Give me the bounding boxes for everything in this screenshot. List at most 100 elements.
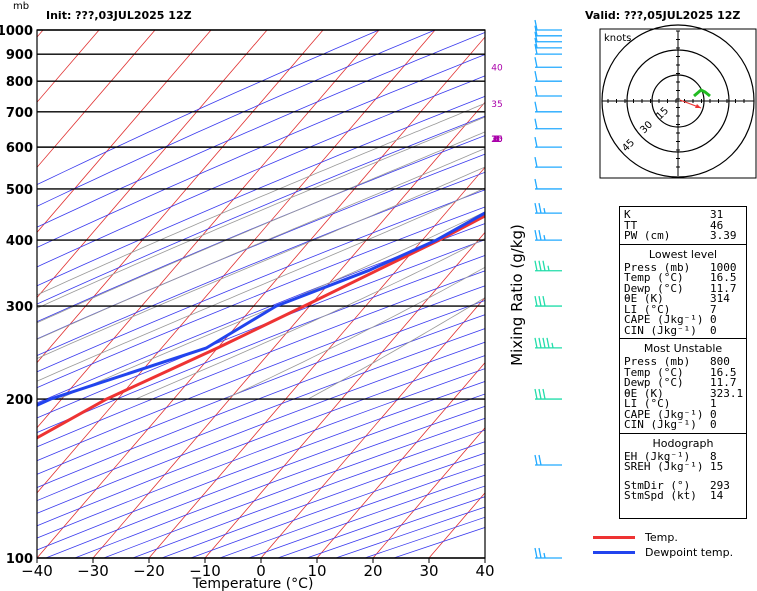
index-value: 0 bbox=[710, 418, 717, 431]
isotherm-line bbox=[260, 296, 485, 558]
index-value: 11.7 bbox=[710, 281, 737, 295]
wind-barb-flag bbox=[534, 101, 538, 112]
index-value: 16.5 bbox=[710, 365, 737, 379]
index-row: SREH (Jkg⁻¹) 15 bbox=[620, 460, 746, 473]
isotherm-line bbox=[37, 30, 380, 429]
wind-barb bbox=[534, 295, 562, 307]
temperature-tick-label: −10 bbox=[189, 562, 221, 580]
wind-barb bbox=[534, 44, 562, 55]
index-row: Dewp (°C) 11.7 bbox=[620, 376, 746, 389]
pressure-unit-label: mb bbox=[13, 1, 30, 12]
legend-temp: Temp. bbox=[593, 531, 678, 544]
isotherm-line bbox=[372, 427, 485, 558]
wind-barb bbox=[534, 547, 562, 559]
wind-barb bbox=[534, 25, 562, 37]
wind-barb-flag bbox=[534, 31, 538, 42]
wind-barb bbox=[534, 229, 562, 241]
index-key: Dewp (°C) bbox=[624, 281, 684, 295]
index-key: PW (cm) bbox=[624, 229, 671, 242]
isotherm-line bbox=[37, 30, 324, 364]
index-key: CIN (Jkg⁻¹) bbox=[624, 323, 697, 337]
index-key: Press (mb) bbox=[624, 260, 691, 274]
hodograph-trace bbox=[693, 88, 711, 98]
legend-dewpoint-label: Dewpoint temp. bbox=[645, 546, 734, 559]
wind-barb bbox=[534, 337, 562, 349]
index-key: Dewp (°C) bbox=[624, 376, 684, 389]
wind-barb bbox=[534, 85, 562, 97]
temperature-tick-label: −30 bbox=[77, 562, 109, 580]
dewpoint-profile bbox=[37, 211, 485, 407]
pressure-tick-label: 800 bbox=[6, 75, 33, 90]
mixing-ratio-axis-label: Mixing Ratio (g/kg) bbox=[508, 224, 526, 366]
dry-adiabat-line bbox=[37, 189, 485, 373]
wind-barb bbox=[534, 156, 562, 168]
wind-barb-flag bbox=[534, 229, 538, 241]
index-key: TT bbox=[624, 218, 638, 232]
wind-barb-flag bbox=[538, 260, 542, 271]
temperature-tick-label: −20 bbox=[133, 562, 165, 580]
index-value: 0 bbox=[710, 313, 717, 326]
index-value: 0 bbox=[710, 323, 717, 337]
pressure-tick-label: 500 bbox=[6, 183, 33, 198]
index-key: Temp (°C) bbox=[624, 271, 684, 284]
general-indices: K 31 TT 46 PW (cm) 3.39 bbox=[620, 208, 746, 242]
wind-barb-flag bbox=[534, 57, 538, 68]
wind-barb bbox=[534, 71, 562, 82]
dry-adiabat-line bbox=[37, 270, 485, 448]
index-row: θE (K) 323.1 bbox=[620, 386, 746, 400]
pressure-tick-label: 900 bbox=[6, 48, 33, 63]
pressure-tick-label: 400 bbox=[6, 234, 33, 249]
index-value: 31 bbox=[710, 208, 724, 221]
temperature-tick-label: 30 bbox=[419, 562, 438, 580]
dry-adiabat-line bbox=[37, 75, 485, 268]
wind-barb-flag bbox=[542, 388, 546, 400]
dry-adiabat-line bbox=[37, 135, 485, 323]
wind-barb-flag bbox=[534, 337, 538, 349]
wind-barb bbox=[534, 118, 562, 130]
dry-adiabat-line bbox=[37, 153, 485, 340]
index-row: TT 46 bbox=[620, 218, 746, 232]
temperature-tick-label: 10 bbox=[307, 562, 326, 580]
moist-adiabat-line bbox=[135, 237, 485, 400]
wind-barb-flag bbox=[534, 25, 538, 36]
moist-adiabat-line bbox=[37, 166, 485, 359]
index-value: 323.1 bbox=[710, 386, 744, 400]
wind-barb-half-flag bbox=[551, 342, 554, 349]
pressure-tick-label: 1000 bbox=[0, 24, 33, 39]
index-value: 293 bbox=[710, 478, 730, 492]
mixing-ratio-label: 15 bbox=[491, 135, 502, 145]
wind-barb-flag bbox=[534, 454, 538, 466]
index-key: K bbox=[624, 208, 631, 221]
valid-time-label: Valid: ???,05JUL2025 12Z bbox=[585, 9, 741, 22]
dry-adiabat-line bbox=[37, 314, 485, 489]
index-value: 11.7 bbox=[710, 376, 737, 389]
wind-barb-flag bbox=[534, 156, 538, 168]
moist-adiabat-line bbox=[58, 211, 485, 400]
wind-barb-flag bbox=[534, 202, 538, 214]
pressure-tick-label: 100 bbox=[6, 552, 33, 567]
mixing-ratio-label: 2 bbox=[494, 135, 500, 145]
dry-adiabat-line bbox=[37, 95, 485, 287]
indices-panel: K 31 TT 46 PW (cm) 3.39 Lowest level Press (m… bbox=[619, 206, 747, 519]
wind-barb-flag bbox=[538, 229, 542, 241]
dry-adiabat-line bbox=[37, 32, 485, 228]
index-row: CAPE (Jkg⁻¹) 0 bbox=[620, 409, 746, 421]
dry-adiabat-line bbox=[37, 341, 485, 514]
index-value: 8 bbox=[710, 449, 717, 463]
index-value: 46 bbox=[710, 218, 724, 232]
index-key: CAPE (Jkg⁻¹) bbox=[624, 313, 704, 326]
mixing-ratio-label: 6 bbox=[494, 135, 500, 145]
moist-adiabat-line bbox=[37, 147, 485, 340]
index-key: SREH (Jkg⁻¹) bbox=[624, 460, 704, 473]
dry-adiabat-line bbox=[37, 223, 485, 404]
wind-barb-half-flag bbox=[543, 207, 546, 214]
index-row: Temp (°C) 16.5 bbox=[620, 365, 746, 379]
isotherm-line bbox=[37, 30, 212, 234]
wind-barb-half-flag bbox=[543, 552, 546, 559]
dry-adiabat-line bbox=[37, 115, 485, 305]
wind-barb-flag bbox=[546, 337, 550, 349]
mixing-ratio-label: 1 bbox=[494, 135, 500, 145]
wind-barb-flag bbox=[534, 85, 538, 97]
index-value: 1 bbox=[710, 397, 717, 410]
isotherm-line bbox=[37, 30, 436, 494]
